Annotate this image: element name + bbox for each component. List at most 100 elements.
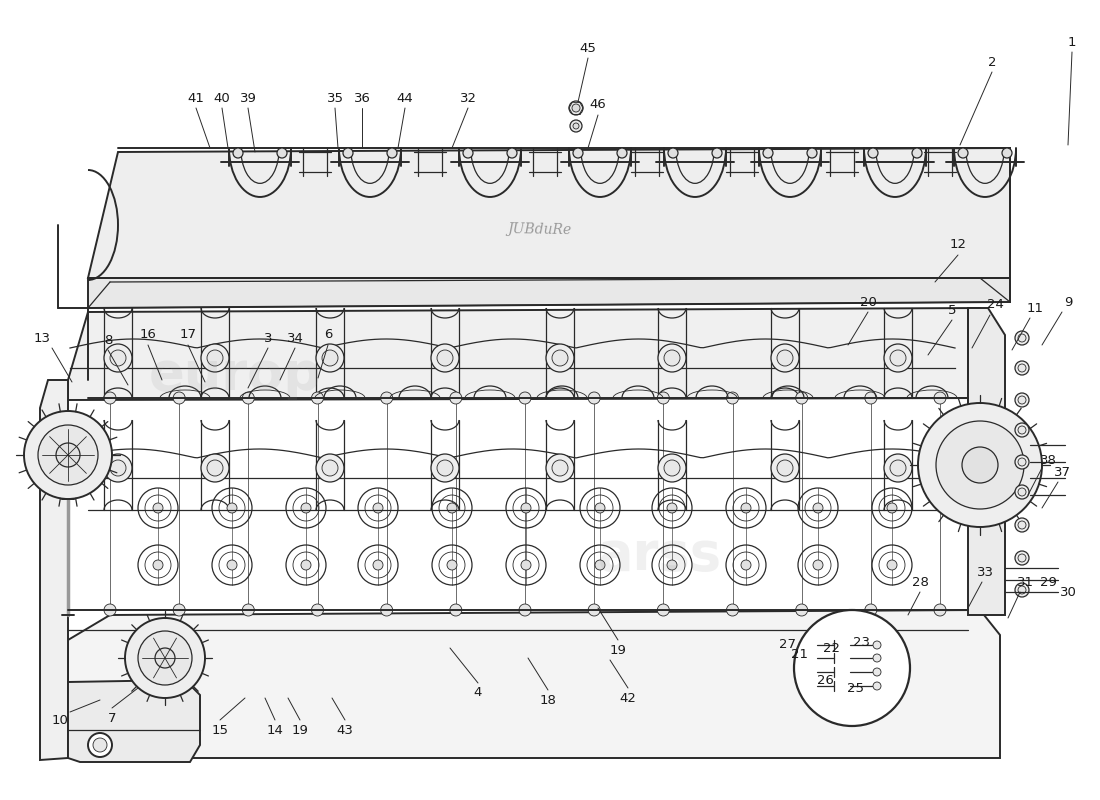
Circle shape	[519, 392, 531, 404]
Circle shape	[1018, 334, 1026, 342]
Polygon shape	[88, 278, 1010, 308]
Text: 15: 15	[211, 723, 229, 737]
Circle shape	[873, 682, 881, 690]
Polygon shape	[68, 610, 1000, 758]
Circle shape	[56, 443, 80, 467]
Circle shape	[1018, 396, 1026, 404]
Circle shape	[447, 560, 456, 570]
Text: 38: 38	[1040, 454, 1056, 466]
Circle shape	[807, 148, 817, 158]
Text: 31: 31	[1016, 575, 1034, 589]
Circle shape	[664, 460, 680, 476]
Circle shape	[173, 392, 185, 404]
Text: 20: 20	[859, 295, 877, 309]
Circle shape	[890, 350, 906, 366]
Circle shape	[450, 392, 462, 404]
Circle shape	[201, 454, 229, 482]
Circle shape	[110, 350, 126, 366]
Circle shape	[658, 392, 669, 404]
Circle shape	[1015, 423, 1028, 437]
Circle shape	[24, 411, 112, 499]
Text: 18: 18	[540, 694, 557, 706]
Circle shape	[104, 604, 116, 616]
Circle shape	[521, 560, 531, 570]
Circle shape	[573, 123, 579, 129]
Text: JUBduRe: JUBduRe	[508, 222, 572, 238]
Polygon shape	[68, 680, 200, 762]
Circle shape	[884, 454, 912, 482]
Circle shape	[668, 148, 678, 158]
Text: 7: 7	[108, 711, 117, 725]
Polygon shape	[968, 308, 1005, 615]
Circle shape	[546, 344, 574, 372]
Circle shape	[88, 733, 112, 757]
Text: 8: 8	[103, 334, 112, 346]
Circle shape	[795, 604, 807, 616]
Circle shape	[962, 447, 998, 483]
Circle shape	[125, 618, 205, 698]
Circle shape	[322, 460, 338, 476]
Circle shape	[373, 503, 383, 513]
Text: 12: 12	[949, 238, 967, 251]
Text: 1: 1	[1068, 35, 1076, 49]
Text: 23: 23	[854, 635, 870, 649]
Circle shape	[301, 503, 311, 513]
Text: 19: 19	[292, 723, 308, 737]
Circle shape	[1015, 485, 1028, 499]
Text: 24: 24	[987, 298, 1003, 311]
Text: 46: 46	[590, 98, 606, 111]
Text: 40: 40	[213, 91, 230, 105]
Text: 4: 4	[474, 686, 482, 699]
Text: 29: 29	[1040, 575, 1056, 589]
Circle shape	[227, 503, 236, 513]
Circle shape	[595, 560, 605, 570]
Text: 13: 13	[33, 331, 51, 345]
Circle shape	[104, 454, 132, 482]
Circle shape	[918, 403, 1042, 527]
Circle shape	[322, 350, 338, 366]
Circle shape	[450, 604, 462, 616]
Circle shape	[373, 560, 383, 570]
Circle shape	[936, 421, 1024, 509]
Circle shape	[39, 425, 98, 485]
Text: 28: 28	[912, 575, 928, 589]
Circle shape	[712, 148, 722, 158]
Circle shape	[311, 604, 323, 616]
Circle shape	[588, 604, 601, 616]
Circle shape	[207, 350, 223, 366]
Circle shape	[1018, 426, 1026, 434]
Circle shape	[884, 344, 912, 372]
Circle shape	[447, 503, 456, 513]
Circle shape	[1018, 521, 1026, 529]
Circle shape	[664, 350, 680, 366]
Circle shape	[316, 344, 344, 372]
Circle shape	[301, 560, 311, 570]
Text: 34: 34	[287, 331, 304, 345]
Circle shape	[1015, 551, 1028, 565]
Circle shape	[153, 503, 163, 513]
Circle shape	[595, 503, 605, 513]
Circle shape	[570, 120, 582, 132]
Circle shape	[873, 668, 881, 676]
Circle shape	[912, 148, 922, 158]
Circle shape	[431, 454, 459, 482]
Circle shape	[173, 604, 185, 616]
Text: 16: 16	[140, 329, 156, 342]
Circle shape	[813, 503, 823, 513]
Circle shape	[873, 654, 881, 662]
Circle shape	[153, 560, 163, 570]
Text: 33: 33	[977, 566, 993, 578]
Text: 32: 32	[460, 91, 476, 105]
Circle shape	[110, 460, 126, 476]
Circle shape	[507, 148, 517, 158]
Text: 22: 22	[824, 642, 840, 654]
Circle shape	[277, 148, 287, 158]
Circle shape	[1015, 583, 1028, 597]
Circle shape	[667, 560, 676, 570]
Circle shape	[726, 392, 738, 404]
Polygon shape	[40, 380, 68, 760]
Text: 43: 43	[337, 723, 353, 737]
Circle shape	[242, 604, 254, 616]
Circle shape	[343, 148, 353, 158]
Circle shape	[890, 460, 906, 476]
